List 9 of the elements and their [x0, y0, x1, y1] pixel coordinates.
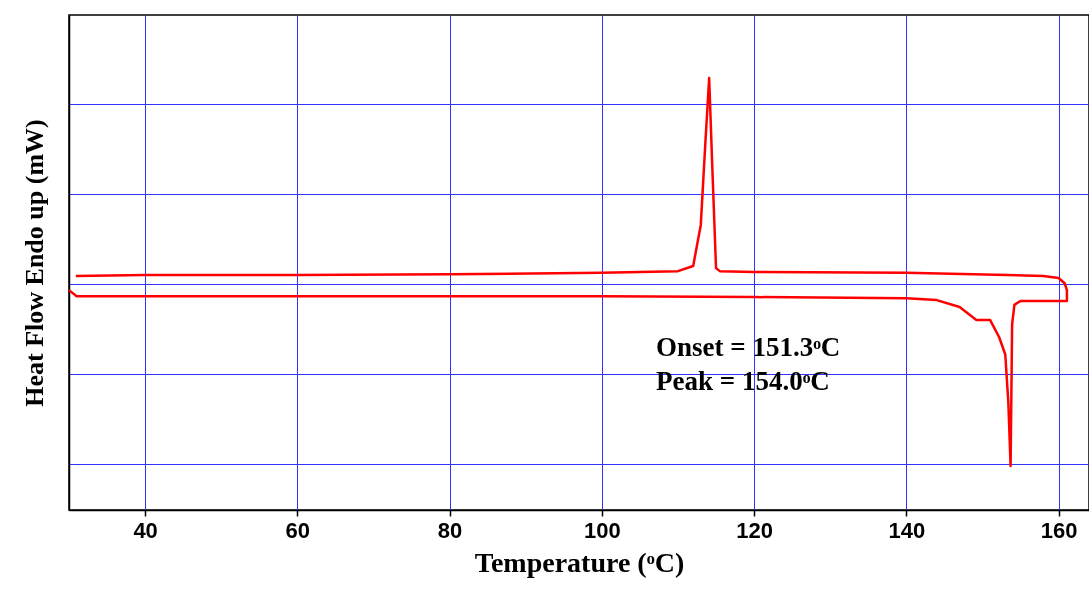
x-tick-label: 100 — [583, 517, 621, 543]
x-tick-label: 40 — [133, 517, 158, 543]
x-axis-title: Temperature (ᵒC) — [474, 546, 685, 578]
x-tick-label: 160 — [1040, 517, 1078, 543]
x-tick-label: 80 — [437, 517, 463, 543]
y-axis-title: Heat Flow Endo up (mW) — [19, 119, 49, 407]
x-tick-label: 60 — [285, 517, 311, 543]
x-tick-label: 120 — [736, 517, 773, 543]
x-tick-label: 140 — [888, 517, 926, 543]
